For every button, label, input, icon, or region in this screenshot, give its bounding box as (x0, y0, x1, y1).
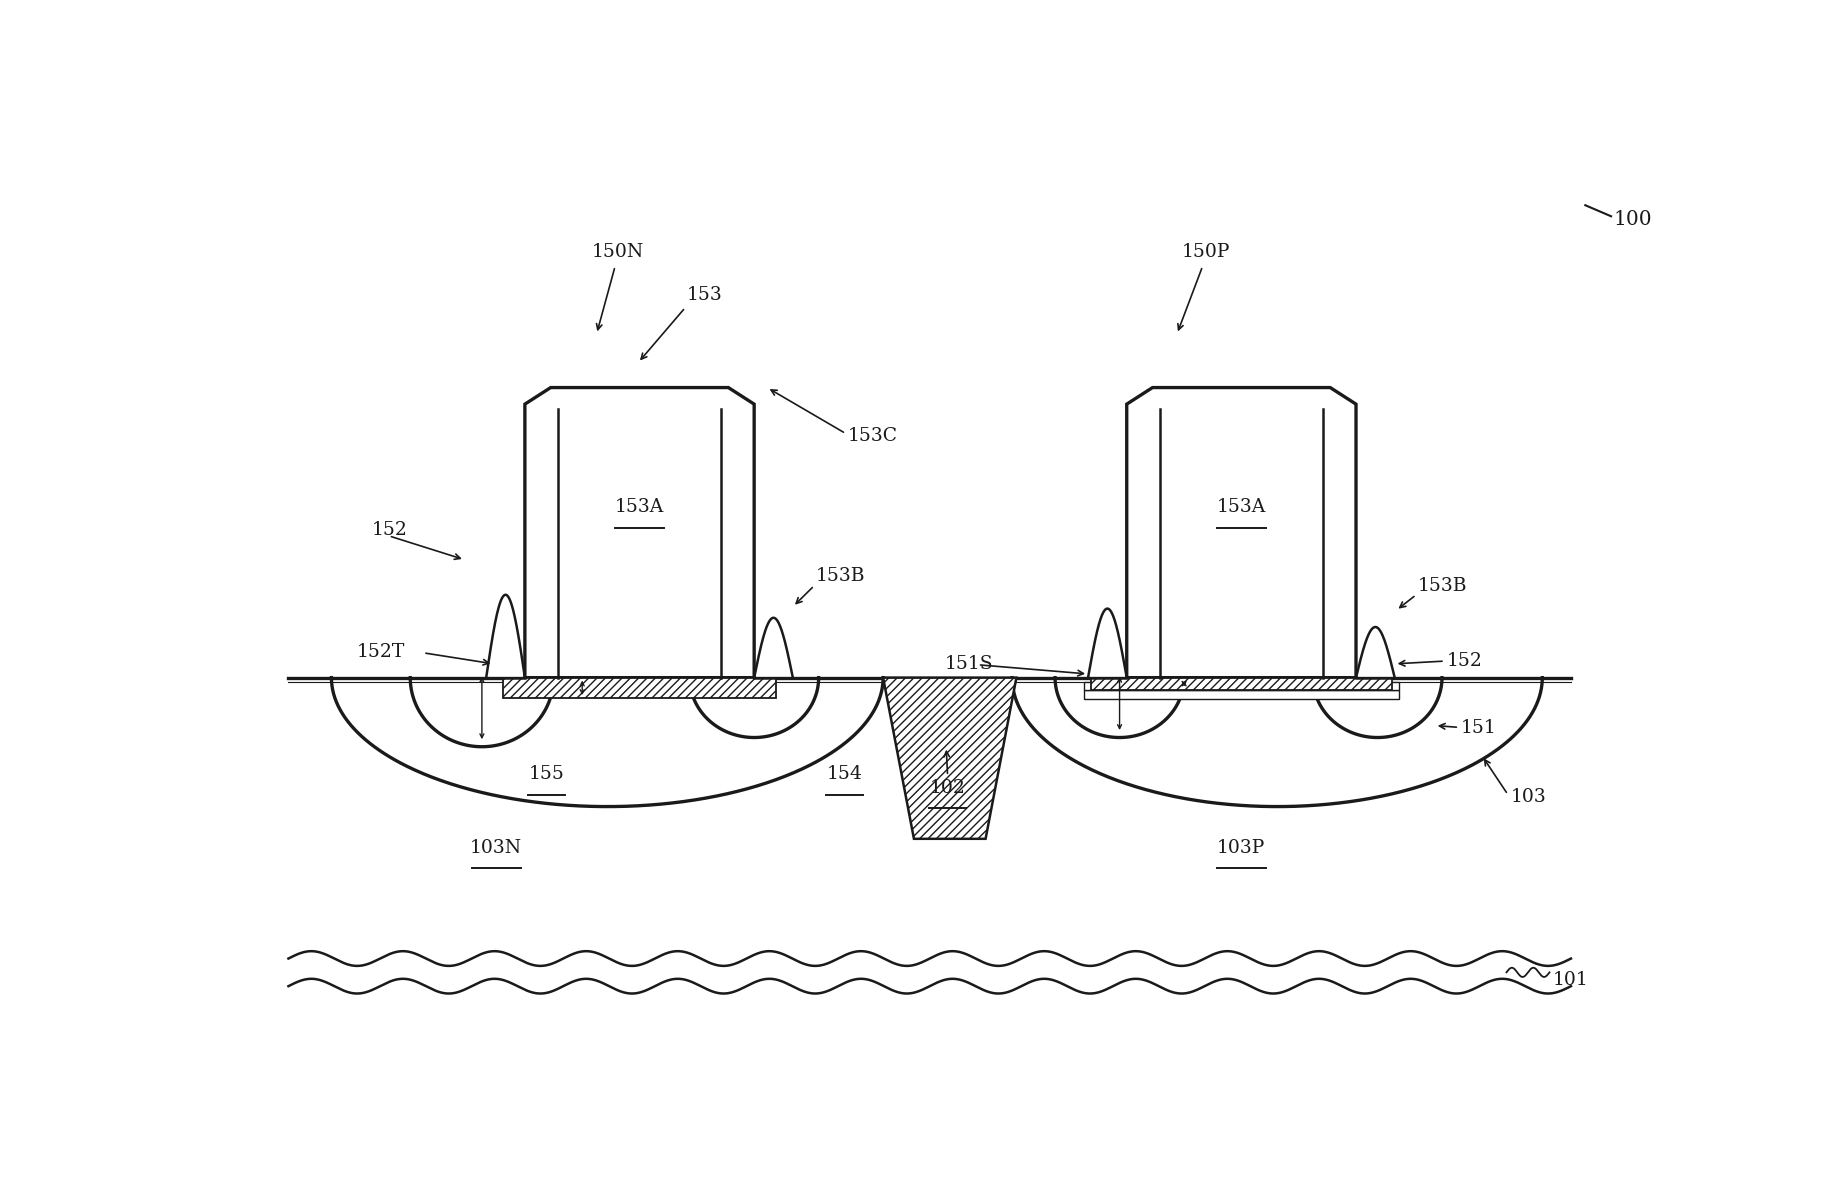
Text: 153C: 153C (846, 427, 896, 445)
Text: 103: 103 (1510, 788, 1545, 806)
Text: 100: 100 (1613, 209, 1652, 228)
Polygon shape (883, 678, 1016, 838)
Text: 101: 101 (1552, 971, 1587, 989)
Text: 154: 154 (826, 765, 861, 783)
Polygon shape (1090, 678, 1392, 690)
Text: 151: 151 (1460, 719, 1495, 737)
Text: 152: 152 (1445, 652, 1482, 670)
Text: 150P: 150P (1181, 243, 1229, 261)
Polygon shape (525, 388, 754, 678)
Text: 153A: 153A (615, 499, 663, 517)
Text: 152T: 152T (357, 643, 405, 661)
Polygon shape (1083, 682, 1399, 690)
Text: 152: 152 (371, 521, 407, 539)
Text: 102: 102 (930, 779, 965, 798)
Polygon shape (1125, 388, 1355, 678)
Text: 103P: 103P (1216, 840, 1264, 858)
Polygon shape (1083, 690, 1399, 698)
Text: 153A: 153A (1216, 499, 1266, 517)
Polygon shape (503, 678, 776, 698)
Text: 103N: 103N (469, 840, 521, 858)
Text: 150N: 150N (591, 243, 643, 261)
Text: 151S: 151S (944, 655, 992, 673)
Text: 153B: 153B (1417, 576, 1465, 594)
Text: 153B: 153B (815, 567, 865, 585)
Text: 153: 153 (686, 287, 723, 305)
Text: 155: 155 (529, 765, 564, 783)
